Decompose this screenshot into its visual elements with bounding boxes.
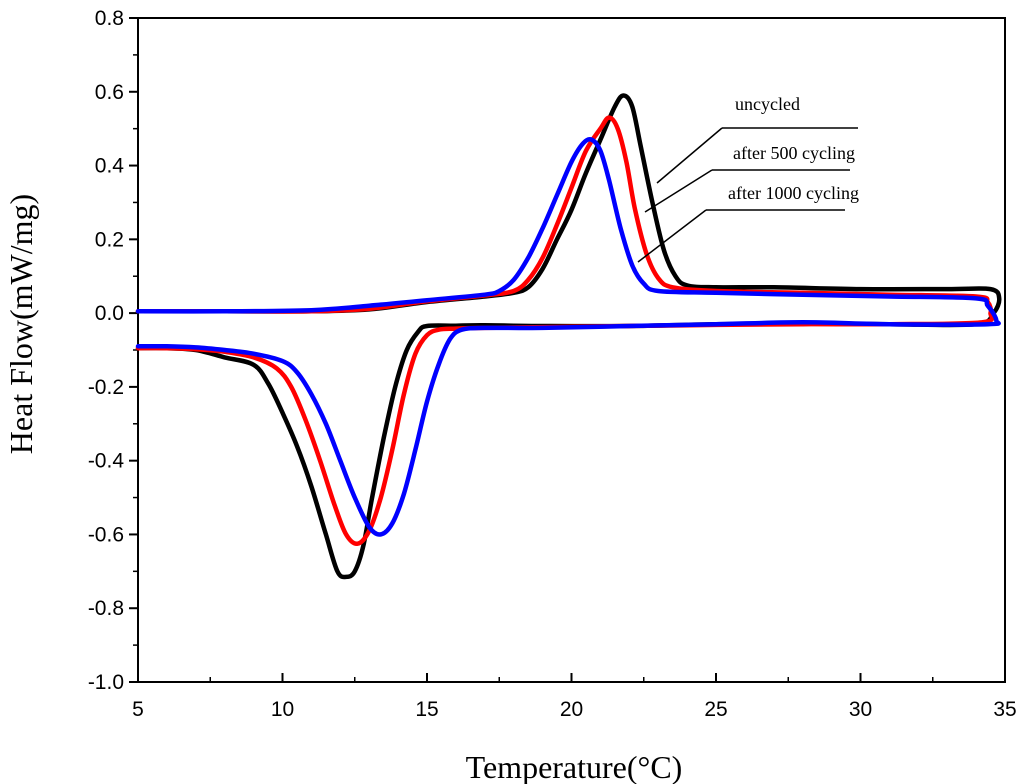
y-tick-label: 0.2 [95, 228, 124, 251]
series-line-after-1000-cycling [135, 137, 1001, 537]
y-tick-label: -1.0 [88, 671, 124, 694]
y-tick-label: 0.6 [95, 81, 124, 104]
y-tick-label: -0.6 [88, 523, 124, 546]
y-tick-label: 0.4 [95, 155, 125, 178]
legend-label-uncycled: uncycled [735, 94, 800, 114]
x-tick-label: 5 [132, 698, 144, 721]
legend-label-after-1000-cycling: after 1000 cycling [728, 183, 859, 203]
y-tick-label: -0.4 [88, 450, 125, 473]
x-tick-label: 20 [560, 698, 583, 721]
plot-frame [137, 17, 1006, 683]
y-tick-label: -0.2 [88, 376, 124, 399]
y-tick-label: 0.8 [95, 7, 124, 30]
x-tick-label: 15 [415, 698, 438, 721]
x-axis-title: Temperature(°C) [466, 749, 683, 784]
legend: uncycled after 500 cycling after 1000 cy… [637, 94, 859, 263]
x-tick-label: 35 [993, 698, 1016, 721]
legend-leader-after-500-cycling [644, 169, 713, 213]
x-tick-label: 10 [271, 698, 294, 721]
legend-leader-uncycled [656, 127, 723, 184]
series-lines [135, 93, 1002, 580]
y-axis-title: Heat Flow(mW/mg) [3, 194, 39, 454]
axes: 5 10 15 20 25 30 35 -1.0 -0.8 -0.6 -0.4 -0.2 0.0 0.2 0… [88, 7, 1017, 721]
y-tick-label: -0.8 [88, 597, 124, 620]
x-tick-label: 25 [704, 698, 727, 721]
legend-leader-after-1000-cycling [637, 209, 707, 263]
y-tick-label: 0.0 [95, 302, 124, 325]
legend-label-after-500-cycling: after 500 cycling [733, 143, 855, 163]
x-tick-label: 30 [849, 698, 872, 721]
